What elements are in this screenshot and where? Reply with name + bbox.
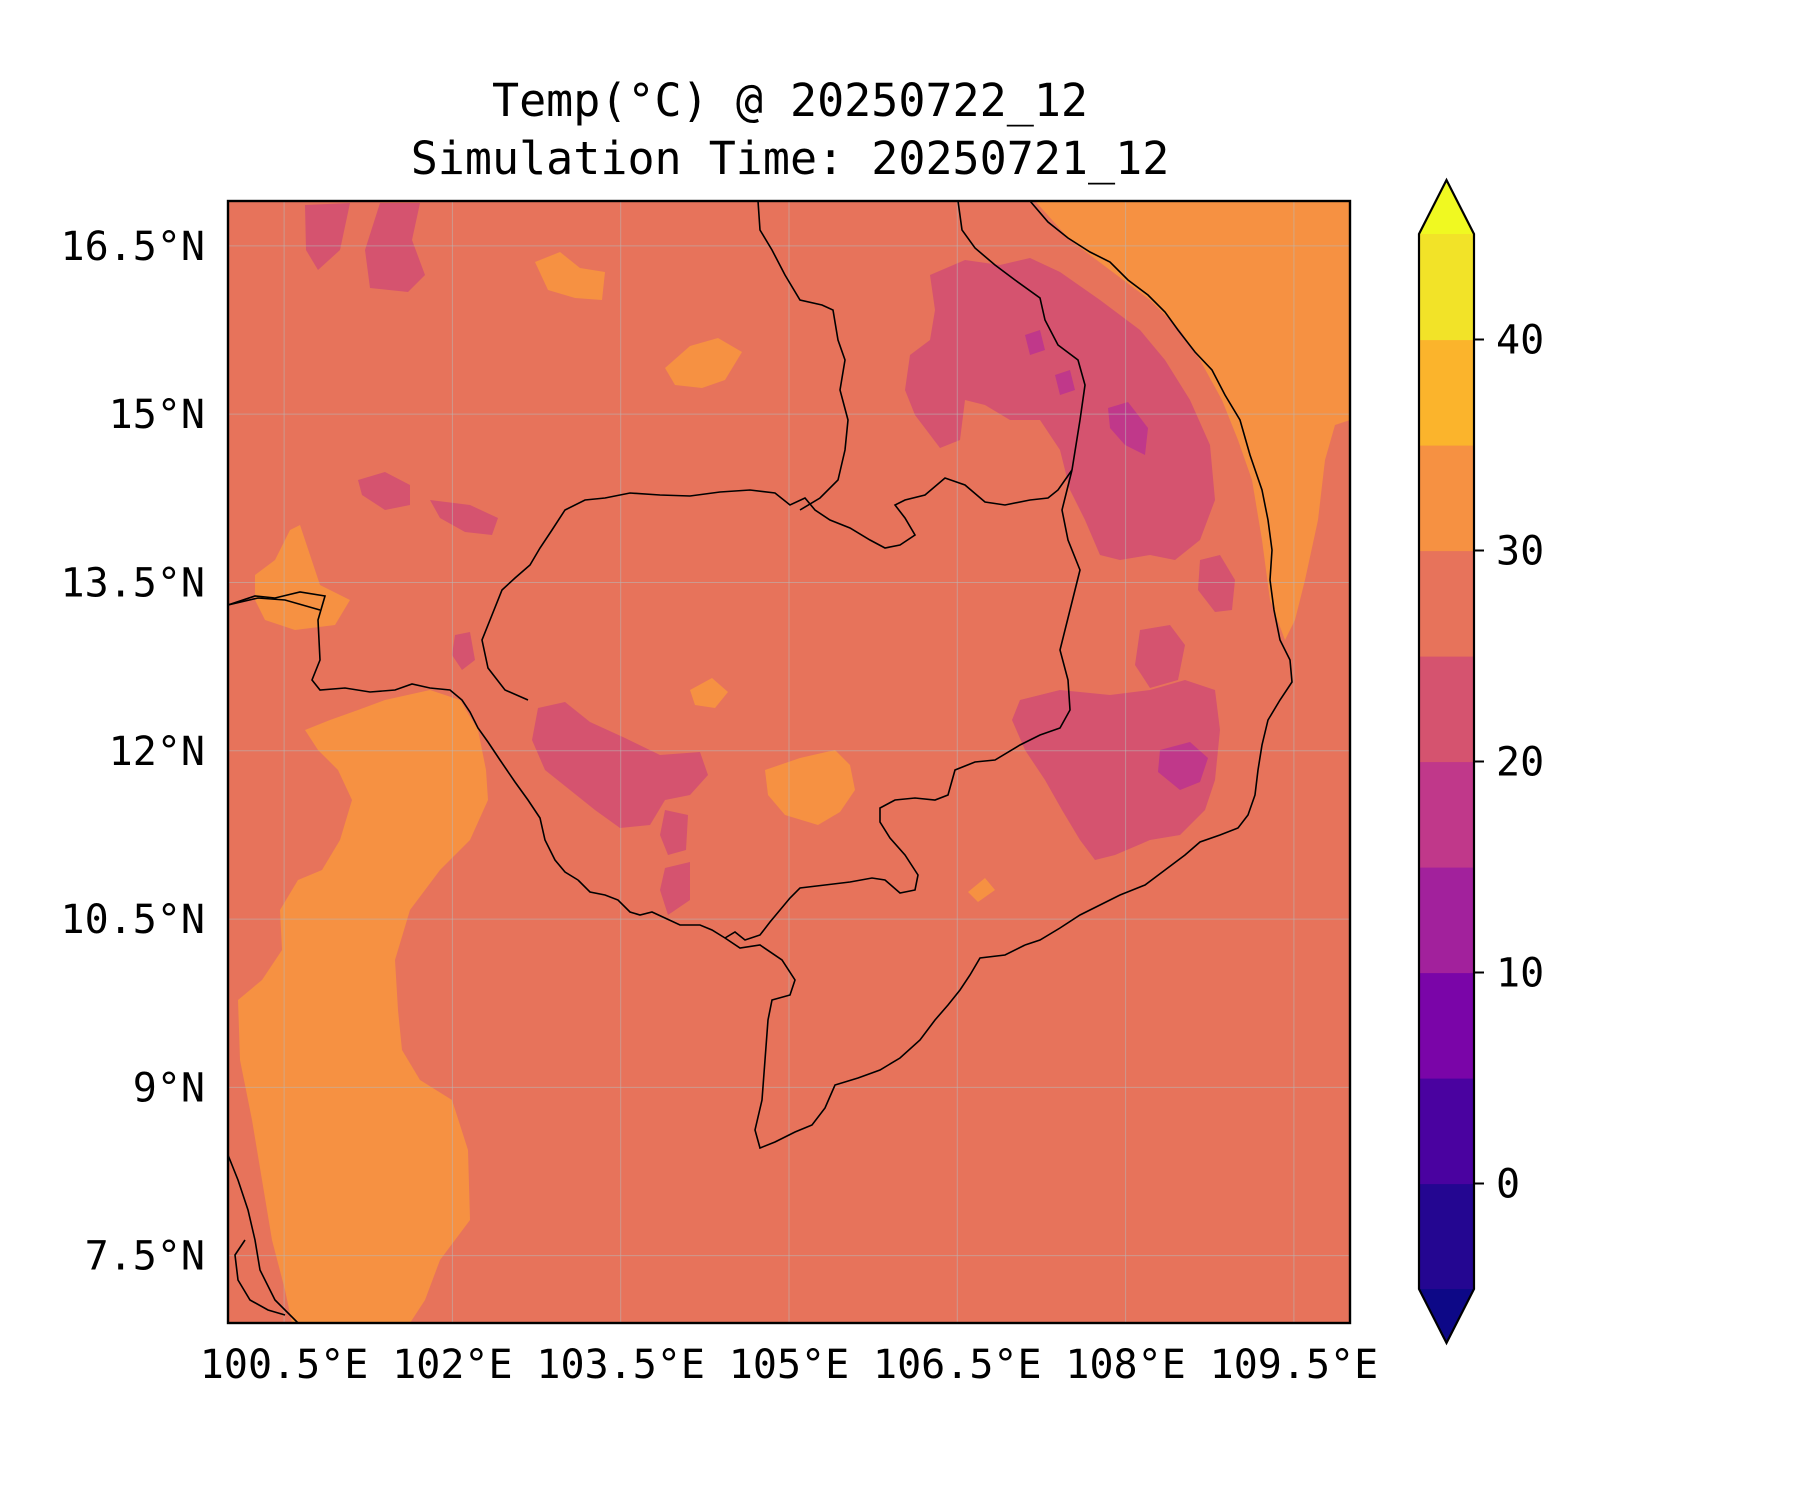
y-tick-label: 7.5°N	[85, 1234, 205, 1280]
colorbar-segment	[1419, 656, 1474, 763]
y-tick-label: 15°N	[109, 392, 205, 438]
colorbar-segment	[1419, 1078, 1474, 1185]
warm-region-small-patch	[690, 678, 728, 708]
colorbar-tick-label: 40	[1496, 318, 1544, 364]
warm-region-north-patch	[535, 252, 605, 300]
y-tick-label: 12°N	[109, 729, 205, 775]
colorbar-extend-max	[1419, 180, 1474, 234]
cool-region-west-1	[358, 472, 410, 510]
cool-region-central-highlands-south	[1012, 680, 1220, 860]
y-tick-label: 9°N	[133, 1065, 205, 1111]
x-tick-label: 105°E	[729, 1342, 849, 1388]
cold-spot-3	[1025, 330, 1045, 355]
x-tick-label: 102°E	[392, 1342, 512, 1388]
colorbar-segment	[1419, 550, 1474, 657]
colorbar-segment	[1419, 867, 1474, 974]
coastline-gulf-west	[228, 591, 579, 881]
warm-region-laos-patch	[665, 338, 742, 388]
coastline-island	[234, 1239, 286, 1316]
y-tick-label: 13.5°N	[61, 560, 206, 606]
cool-region-west-2	[430, 500, 498, 535]
map-title: Temp(°C) @ 20250722_12	[491, 74, 1089, 127]
colorbar-tick-label: 10	[1496, 951, 1544, 997]
border-cambodia-north	[481, 469, 1073, 701]
cold-spot-1	[1158, 742, 1208, 790]
map-subtitle: Simulation Time: 20250721_12	[410, 132, 1170, 185]
colorbar-segment	[1419, 445, 1474, 552]
warm-region-delta-patch	[968, 878, 995, 902]
x-tick-label: 100.5°E	[200, 1342, 369, 1388]
x-tick-label: 106.5°E	[873, 1342, 1042, 1388]
border-laos-vietnam	[957, 201, 1086, 471]
warm-region-west-patch	[255, 525, 350, 630]
colorbar-segment	[1419, 761, 1474, 868]
x-tick-label: 108°E	[1065, 1342, 1185, 1388]
cool-region-coast-2	[660, 862, 690, 915]
map-area	[228, 201, 1350, 1323]
border-cambodia-east	[724, 469, 1081, 941]
cool-region-northwest-2	[365, 203, 425, 292]
cool-region-east-1	[1135, 625, 1185, 688]
colorbar-segment	[1419, 1183, 1474, 1290]
colorbar-segment	[1419, 234, 1474, 341]
map-gridlines	[228, 201, 1350, 1323]
coastline-malay-peninsula	[228, 1154, 299, 1323]
warm-region-gulf-of-thailand	[238, 690, 488, 1323]
cool-region-central-highlands-north	[905, 258, 1215, 560]
colorbar-tick-label: 20	[1496, 740, 1544, 786]
cool-region-northwest-1	[305, 203, 350, 270]
coastline-vietnam-east	[1024, 201, 1293, 946]
warm-region-east-sea	[1035, 201, 1350, 640]
warm-region-central-patch	[765, 750, 855, 825]
temperature-band-30-35	[238, 201, 1350, 1323]
x-tick-label: 109.5°E	[1210, 1342, 1379, 1388]
colorbar-extend-min	[1419, 1289, 1474, 1343]
colorbar-outline	[1417, 177, 1476, 1346]
colorbar-segment	[1419, 972, 1474, 1079]
temperature-band-15-20	[1025, 330, 1208, 790]
colorbar-segment	[1419, 339, 1474, 446]
y-axis-tick-labels: 16.5°N 15°N 13.5°N 12°N 10.5°N 9°N 7.5°N	[61, 224, 206, 1280]
colorbar-tick-label: 0	[1496, 1162, 1520, 1208]
cool-region-coast-1	[660, 810, 688, 855]
colorbar-tick-label: 30	[1496, 529, 1544, 575]
y-tick-label: 10.5°N	[61, 897, 206, 943]
cold-spot-2	[1108, 402, 1148, 455]
x-tick-label: 103.5°E	[536, 1342, 705, 1388]
border-thailand-myanmar	[228, 597, 321, 611]
cool-region-west-3	[452, 632, 475, 670]
cool-region-cardamom	[532, 702, 708, 828]
x-axis-tick-labels: 100.5°E 102°E 103.5°E 105°E 106.5°E 108°E 109.…	[200, 1342, 1378, 1388]
temperature-band-20-25	[305, 203, 1235, 915]
colorbar: 0 10 20 30 40	[1417, 177, 1544, 1346]
coastline-mekong-delta	[577, 879, 1026, 1150]
y-tick-label: 16.5°N	[61, 224, 206, 270]
map-frame	[226, 199, 1352, 1325]
border-laos-thailand	[757, 201, 849, 511]
cool-region-east-2	[1198, 555, 1235, 612]
coastlines-and-borders	[228, 201, 1293, 1323]
cold-spot-4	[1055, 370, 1075, 395]
